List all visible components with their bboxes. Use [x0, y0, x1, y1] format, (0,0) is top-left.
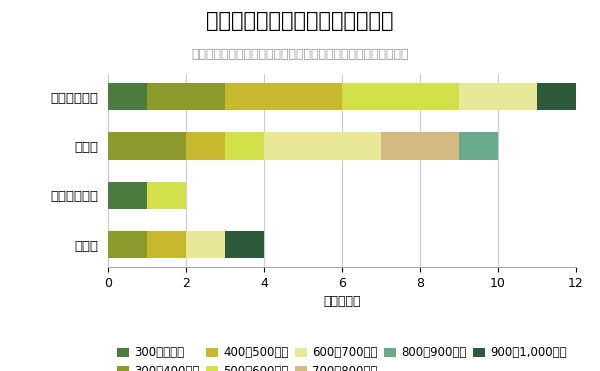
- Bar: [225, 83, 342, 110]
- Bar: [186, 231, 225, 258]
- Bar: [147, 83, 225, 110]
- Bar: [186, 132, 225, 160]
- Legend: 300万円以下, 300～400万円, 400～500万円, 500～600万円, 600～700万円, 700～800万円, 800～900万円, 900～1: 300万円以下, 300～400万円, 400～500万円, 500～600万円…: [118, 347, 566, 371]
- Bar: [537, 83, 576, 110]
- Bar: [264, 132, 381, 160]
- Bar: [147, 231, 186, 258]
- Text: 【分野別】特許技術者の年収分布: 【分野別】特許技術者の年収分布: [206, 11, 394, 31]
- Bar: [459, 132, 498, 160]
- Bar: [147, 182, 186, 209]
- Bar: [108, 231, 147, 258]
- Bar: [225, 132, 264, 160]
- Bar: [459, 83, 537, 110]
- Bar: [108, 182, 147, 209]
- Bar: [381, 132, 459, 160]
- Bar: [225, 231, 264, 258]
- Bar: [108, 132, 186, 160]
- Bar: [108, 83, 147, 110]
- Text: 出展：リーガルジョブボード「弁理士・特許技術者アンケート」: 出展：リーガルジョブボード「弁理士・特許技術者アンケート」: [191, 48, 409, 61]
- X-axis label: 人数（人）: 人数（人）: [323, 295, 361, 308]
- Bar: [342, 83, 459, 110]
